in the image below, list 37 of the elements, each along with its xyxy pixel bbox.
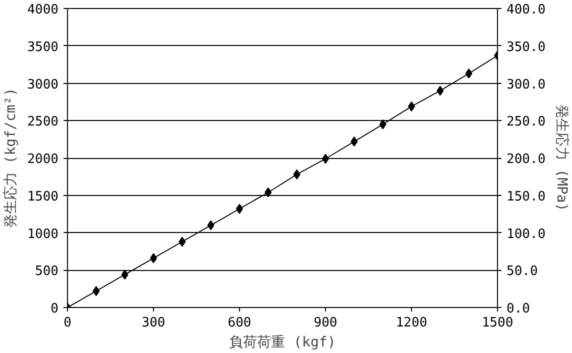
y-tick-label: 0: [50, 302, 58, 316]
point: [264, 187, 272, 198]
y2-tick-label: 200.0: [506, 152, 546, 167]
point: [350, 136, 358, 147]
point: [379, 119, 386, 130]
y-tick-label: 1000: [27, 226, 59, 242]
point: [436, 86, 444, 96]
x-tick-label: 300: [142, 316, 166, 330]
point: [178, 236, 186, 247]
x-axis-title: 負荷荷重 (kgf): [229, 334, 336, 350]
y2-tick-label: 350.0: [506, 40, 546, 55]
y2-tick-label: 150.0: [506, 189, 546, 204]
y2-axis-title: 発生応力 (MPa): [554, 104, 570, 212]
y-tick-label: 3500: [27, 40, 59, 55]
x-tick-label: 900: [314, 316, 338, 330]
y-tick-label: 4000: [27, 2, 59, 18]
x-tick-label: 1500: [482, 316, 514, 330]
point: [207, 220, 214, 230]
x-tick-label: 0: [64, 316, 72, 330]
y-tick-label: 2000: [27, 152, 59, 167]
y2-tick-label: 250.0: [506, 114, 546, 130]
y-tick-label: 1500: [27, 189, 59, 204]
point: [465, 68, 472, 79]
y-tick-label: 3000: [27, 77, 59, 92]
point: [121, 270, 128, 280]
x-tick-label: 600: [228, 316, 252, 330]
y2-tick-label: 0.0: [506, 302, 530, 316]
y-tick-label: 2500: [27, 114, 59, 130]
x-tick-label: 1200: [396, 316, 428, 330]
y2-tick-label: 300.0: [506, 77, 546, 92]
y-tick-label: 500: [35, 264, 59, 280]
y2-tick-label: 50.0: [506, 264, 538, 280]
y-axis-title: 発生応力 (kgf/cm²): [3, 88, 20, 228]
y2-tick-label: 400.0: [506, 2, 546, 18]
y2-tick-label: 100.0: [506, 226, 546, 242]
point: [92, 286, 100, 296]
point: [293, 169, 300, 180]
